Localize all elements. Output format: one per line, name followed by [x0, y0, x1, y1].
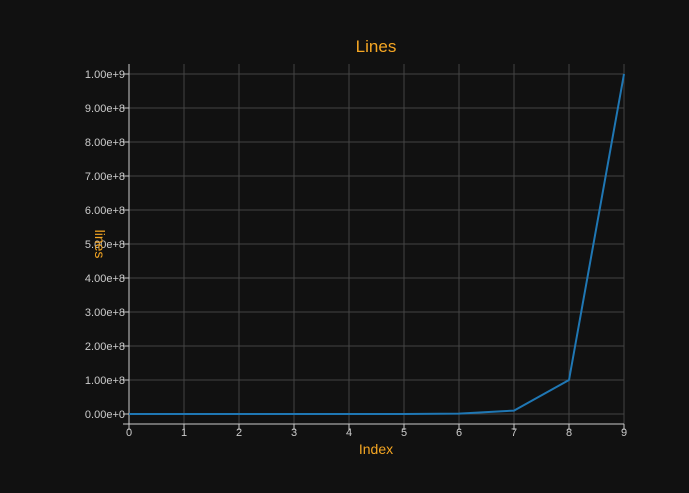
y-tick-label: 8.00e+8: [85, 137, 125, 149]
axes: [123, 64, 625, 430]
x-tick-label: 9: [621, 427, 627, 439]
x-tick-label: 5: [401, 427, 407, 439]
x-tick-label: 6: [456, 427, 462, 439]
x-tick-label: 2: [236, 427, 242, 439]
y-tick-label: 9.00e+8: [85, 103, 125, 115]
x-axis-label: Index: [359, 441, 393, 457]
y-tick-label: 1.00e+8: [85, 375, 125, 387]
y-axis-label: lines: [92, 230, 108, 259]
y-tick-label: 1.00e+9: [85, 69, 125, 81]
chart-title: Lines: [356, 37, 397, 56]
tick-labels: 0 1 2 3 4 5 6 7 8 9 0.00e+0 1.00e+8 2.00e+8 3.00e+8 4.…: [85, 69, 627, 439]
y-tick-label: 6.00e+8: [85, 205, 125, 217]
x-tick-label: 1: [181, 427, 187, 439]
y-tick-label: 4.00e+8: [85, 273, 125, 285]
x-tick-label: 3: [291, 427, 297, 439]
y-tick-label: 7.00e+8: [85, 171, 125, 183]
x-tick-label: 8: [566, 427, 572, 439]
x-tick-label: 7: [511, 427, 517, 439]
x-tick-label: 0: [126, 427, 132, 439]
y-tick-label: 5.00e+8: [85, 239, 125, 251]
y-tick-label: 2.00e+8: [85, 341, 125, 353]
x-tick-label: 4: [346, 427, 352, 439]
series-line: [129, 73, 625, 415]
series-lines: [129, 73, 625, 415]
y-tick-label: 0.00e+0: [85, 409, 125, 421]
y-tick-label: 3.00e+8: [85, 307, 125, 319]
